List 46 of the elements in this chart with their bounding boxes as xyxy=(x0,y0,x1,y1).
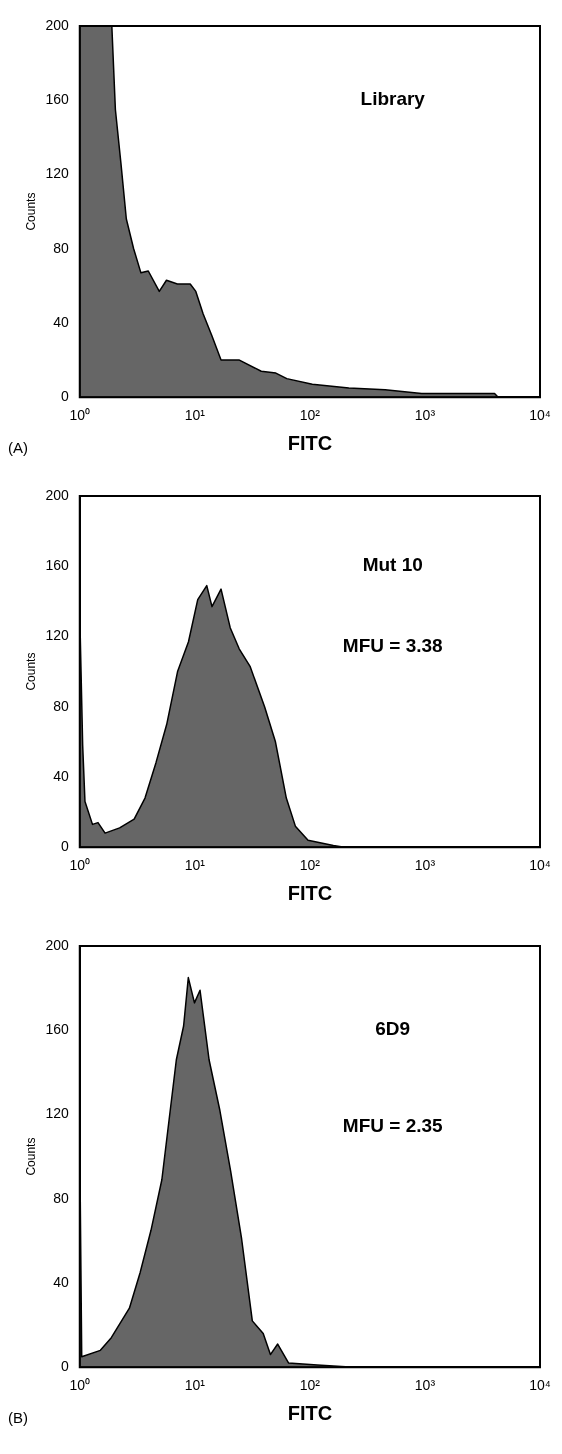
y-tick-label: 120 xyxy=(45,1105,69,1122)
y-tick-label: 40 xyxy=(53,313,69,330)
y-axis-title: Counts xyxy=(23,192,38,231)
y-tick-label: 160 xyxy=(45,91,69,108)
annotation: MFU = 3.38 xyxy=(342,635,443,657)
x-tick-label: 10³ xyxy=(414,407,436,424)
x-tick-label: 10⁴ xyxy=(529,407,551,424)
annotation: Library xyxy=(360,88,426,110)
y-tick-label: 200 xyxy=(45,936,69,953)
y-tick-label: 160 xyxy=(45,557,69,574)
y-tick-label: 40 xyxy=(53,1273,69,1290)
y-axis-title: Counts xyxy=(23,1137,38,1176)
y-tick-label: 120 xyxy=(45,627,69,644)
x-tick-label: 10³ xyxy=(414,1377,436,1394)
y-tick-label: 80 xyxy=(53,1189,69,1206)
y-tick-label: 0 xyxy=(60,388,69,405)
x-tick-label: 10² xyxy=(299,857,321,874)
y-tick-label: 200 xyxy=(45,486,69,503)
x-axis-title: FITC xyxy=(287,881,333,904)
y-tick-label: 80 xyxy=(53,697,69,714)
text: (A) xyxy=(8,439,28,456)
x-tick-label: 10¹ xyxy=(184,1377,206,1394)
x-tick-label: 10⁰ xyxy=(69,1377,91,1394)
x-tick-label: 10⁰ xyxy=(69,857,91,874)
y-tick-label: 40 xyxy=(53,767,69,784)
y-tick-label: 160 xyxy=(45,1021,69,1038)
y-tick-label: 80 xyxy=(53,239,69,256)
y-axis-title: Counts xyxy=(23,652,38,691)
annotation: Mut 10 xyxy=(362,554,423,576)
x-tick-label: 10³ xyxy=(414,857,436,874)
x-axis-title: FITC xyxy=(287,1401,333,1424)
x-tick-label: 10¹ xyxy=(184,857,206,874)
y-tick-label: 200 xyxy=(45,16,69,33)
y-tick-label: 0 xyxy=(60,838,69,855)
x-axis-title: FITC xyxy=(287,431,333,454)
y-tick-label: 120 xyxy=(45,165,69,182)
annotation: 6D9 xyxy=(375,1018,411,1040)
x-tick-label: 10⁴ xyxy=(529,857,551,874)
text: (B) xyxy=(8,1409,28,1426)
x-tick-label: 10² xyxy=(299,407,321,424)
annotation: MFU = 2.35 xyxy=(342,1115,444,1137)
y-tick-label: 0 xyxy=(60,1358,69,1375)
x-tick-label: 10² xyxy=(299,1377,321,1394)
x-tick-label: 10¹ xyxy=(184,407,206,424)
x-tick-label: 10⁰ xyxy=(69,407,91,424)
x-tick-label: 10⁴ xyxy=(529,1377,551,1394)
